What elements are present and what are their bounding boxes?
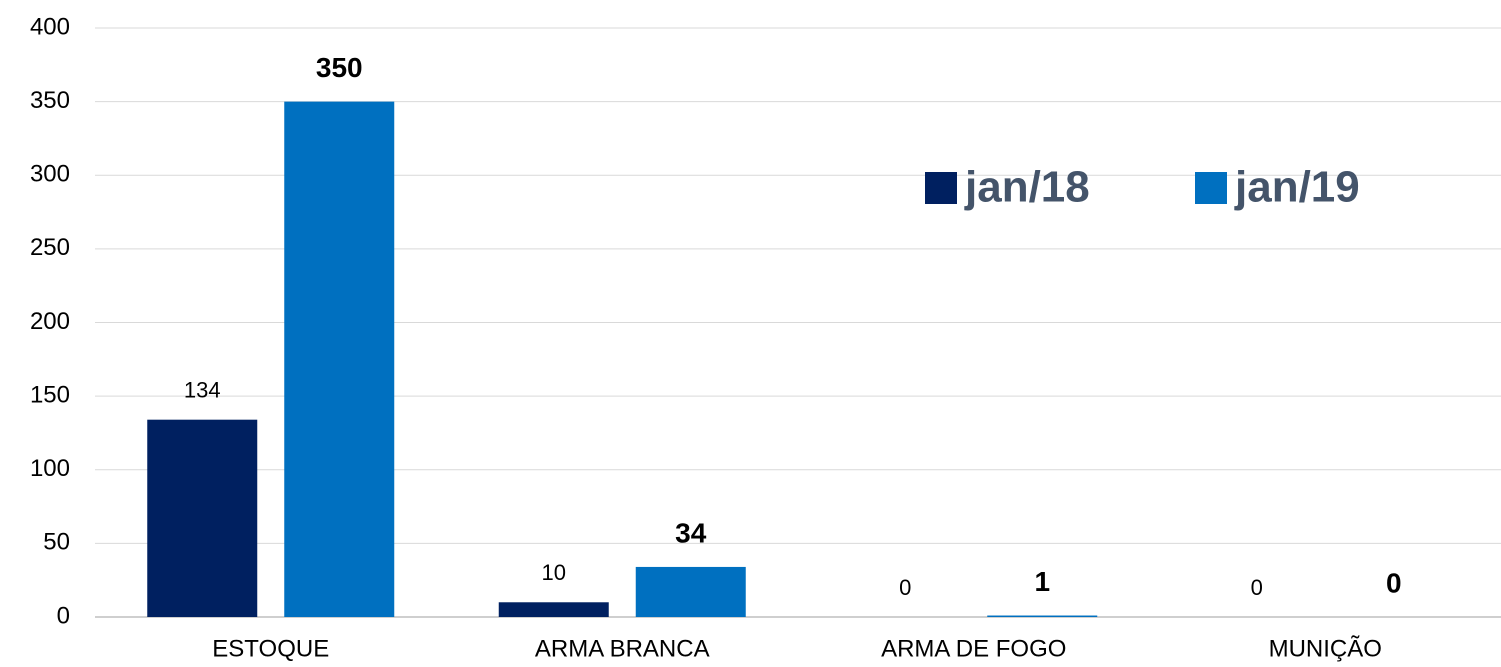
y-tick-label: 300 (30, 161, 70, 188)
data-label: 34 (675, 517, 707, 548)
y-tick-label: 150 (30, 381, 70, 408)
bar (284, 101, 395, 617)
data-label: 10 (542, 560, 566, 585)
y-tick-label: 200 (30, 308, 70, 335)
data-label: 0 (1251, 575, 1263, 600)
legend-label: jan/18 (964, 163, 1090, 212)
x-tick-label: ARMA DE FOGO (881, 635, 1066, 662)
y-tick-label: 350 (30, 87, 70, 114)
legend-swatch (925, 172, 957, 204)
y-tick-label: 100 (30, 455, 70, 482)
legend-label: jan/19 (1234, 163, 1360, 212)
data-label: 0 (1386, 567, 1402, 598)
bar (987, 615, 1098, 617)
y-tick-label: 250 (30, 234, 70, 261)
data-label: 350 (316, 52, 363, 83)
bar (498, 602, 609, 617)
bar (635, 566, 746, 617)
x-tick-label: ESTOQUE (212, 635, 329, 662)
x-tick-label: ARMA BRANCA (535, 635, 710, 662)
legend-swatch (1195, 172, 1227, 204)
x-tick-label: MUNIÇÃO (1269, 635, 1382, 662)
bar (147, 419, 258, 617)
y-tick-label: 50 (43, 529, 70, 556)
y-tick-label: 0 (57, 602, 70, 629)
data-label: 1 (1034, 566, 1050, 597)
y-tick-label: 400 (30, 13, 70, 40)
data-label: 134 (184, 377, 221, 402)
data-label: 0 (899, 575, 911, 600)
